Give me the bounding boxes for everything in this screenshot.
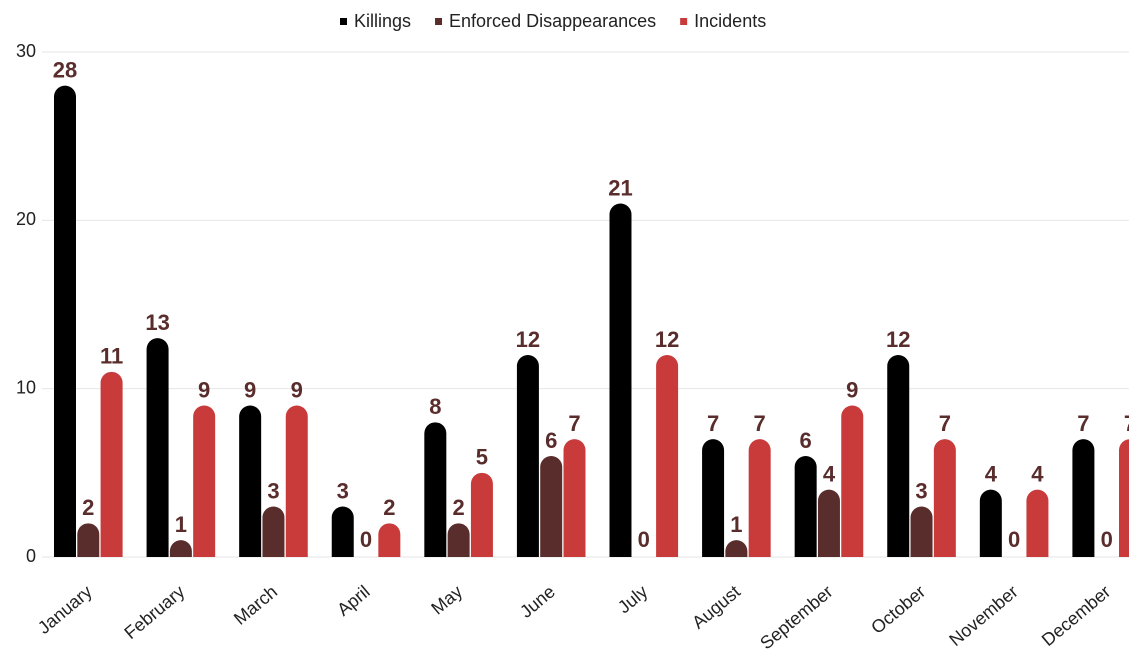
legend-label: Incidents [694, 11, 766, 31]
bar [378, 523, 400, 557]
value-label: 2 [383, 495, 395, 520]
bar [540, 456, 562, 557]
x-tick-label: December [1038, 581, 1114, 650]
value-label: 1 [175, 512, 187, 537]
bar [934, 439, 956, 557]
bar [101, 372, 123, 557]
y-tick-label: 30 [16, 41, 36, 61]
bar [702, 439, 724, 557]
value-label: 0 [1101, 527, 1113, 552]
bar [448, 523, 470, 557]
value-label: 0 [638, 527, 650, 552]
x-tick-label: April [333, 581, 373, 619]
bar [564, 439, 586, 557]
value-label: 0 [1008, 527, 1020, 552]
x-tick-label: May [427, 581, 466, 618]
value-label: 3 [915, 478, 927, 503]
value-label: 4 [1031, 461, 1044, 486]
y-tick-label: 10 [16, 377, 36, 397]
value-label: 3 [337, 478, 349, 503]
value-label: 2 [82, 495, 94, 520]
x-tick-label: February [120, 581, 188, 643]
x-tick-label: September [756, 581, 836, 653]
value-label: 9 [291, 377, 303, 402]
x-tick-label: March [230, 581, 281, 628]
bar [1072, 439, 1094, 557]
value-label: 7 [939, 411, 951, 436]
bar [1026, 490, 1048, 557]
y-tick-label: 0 [26, 546, 36, 566]
x-tick-label: August [688, 581, 744, 632]
value-label: 7 [1124, 411, 1129, 436]
value-label: 9 [244, 377, 256, 402]
bar [147, 338, 169, 557]
value-label: 13 [145, 310, 169, 335]
bar [725, 540, 747, 557]
value-label: 6 [800, 428, 812, 453]
value-label: 9 [846, 377, 858, 402]
bar [818, 490, 840, 557]
value-label: 7 [754, 411, 766, 436]
bar [749, 439, 771, 557]
x-tick-label: July [614, 581, 651, 617]
value-label: 4 [823, 461, 836, 486]
bar [1119, 439, 1129, 557]
legend-swatch [340, 18, 347, 25]
value-label: 8 [429, 394, 441, 419]
bar [262, 507, 284, 558]
value-label: 2 [453, 495, 465, 520]
value-label: 7 [568, 411, 580, 436]
value-label: 3 [267, 478, 279, 503]
bar [332, 507, 354, 557]
bar [656, 355, 678, 557]
x-tick-label: October [867, 581, 929, 637]
legend-label: Enforced Disappearances [449, 11, 656, 31]
value-label: 21 [608, 175, 632, 200]
value-label: 9 [198, 377, 210, 402]
value-label: 1 [730, 512, 742, 537]
bar [841, 406, 863, 558]
value-label: 12 [886, 327, 910, 352]
bar [424, 422, 446, 557]
value-label: 7 [707, 411, 719, 436]
chart: 0102030KillingsEnforced DisappearancesIn… [0, 0, 1129, 658]
value-label: 11 [100, 344, 123, 369]
value-label: 0 [360, 527, 372, 552]
bar [517, 355, 539, 557]
bar [609, 204, 631, 558]
bar [239, 406, 261, 557]
value-label: 12 [516, 327, 540, 352]
value-label: 7 [1077, 411, 1089, 436]
legend: Killings Enforced Disappearances Incidents [340, 11, 766, 31]
bar [170, 540, 192, 557]
bar [286, 406, 308, 558]
bar [471, 473, 493, 557]
y-tick-label: 20 [16, 209, 36, 229]
bar [795, 456, 817, 557]
bar [193, 406, 215, 558]
legend-swatch [435, 18, 442, 25]
x-tick-label: January [34, 581, 96, 637]
x-tick-label: June [516, 581, 559, 621]
legend-label: Killings [354, 11, 411, 31]
x-tick-label: November [945, 581, 1021, 650]
value-label: 28 [53, 57, 77, 82]
bar [980, 490, 1002, 557]
legend-swatch [680, 18, 687, 25]
value-label: 6 [545, 428, 557, 453]
bar [77, 523, 99, 557]
value-label: 4 [985, 461, 998, 486]
value-label: 12 [655, 327, 679, 352]
bar [911, 507, 933, 558]
bar [54, 86, 76, 557]
bar [887, 355, 909, 557]
value-label: 5 [476, 445, 488, 470]
